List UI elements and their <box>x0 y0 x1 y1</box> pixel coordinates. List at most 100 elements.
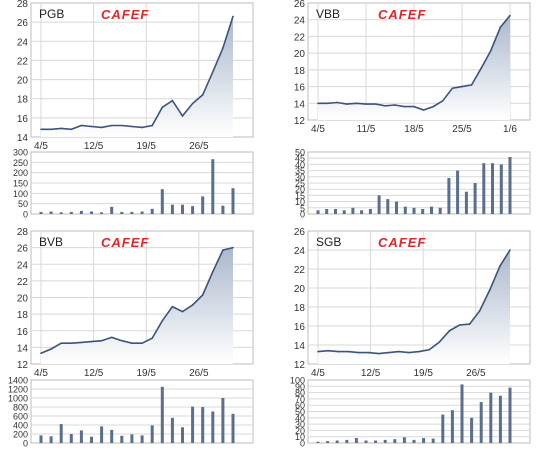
volume-y-tick-label: 600 <box>13 412 28 422</box>
volume-bar <box>441 414 445 443</box>
price-y-tick-label: 26 <box>294 0 306 10</box>
price-point <box>438 341 441 343</box>
cafef-logo: CAFEF <box>101 7 149 22</box>
volume-bar <box>59 212 63 214</box>
volume-y-tick-label: 30 <box>295 420 305 430</box>
volume-bar <box>479 402 483 443</box>
price-point <box>365 103 367 105</box>
price-point <box>468 323 471 325</box>
price-y-tick-label: 16 <box>17 114 29 125</box>
price-line <box>41 16 234 131</box>
volume-bar <box>110 206 114 214</box>
volume-y-tick-label: 250 <box>13 158 28 168</box>
volume-bar <box>431 438 435 443</box>
price-x-tick-label: 4/5 <box>311 368 325 379</box>
price-y-tick-label: 12 <box>294 116 306 127</box>
price-x-tick-label: 4/5 <box>34 141 48 152</box>
volume-bar <box>100 426 104 443</box>
volume-bar <box>150 208 154 214</box>
price-point <box>374 103 377 105</box>
price-y-tick-label: 26 <box>17 18 29 29</box>
volume-bar <box>412 439 416 443</box>
price-point <box>40 352 42 354</box>
price-y-tick-label: 16 <box>294 83 306 94</box>
volume-bar <box>160 386 164 444</box>
cafef-logo: CAFEF <box>378 7 426 22</box>
price-point <box>347 350 350 353</box>
volume-bar <box>482 163 486 214</box>
price-point <box>171 305 174 308</box>
price-point <box>499 265 501 267</box>
price-point <box>131 342 133 345</box>
price-point <box>384 104 387 107</box>
price-point <box>141 342 143 345</box>
price-point <box>121 339 123 342</box>
volume-bar <box>354 438 358 443</box>
price-point <box>418 350 420 353</box>
volume-bar <box>79 430 83 443</box>
price-point <box>50 128 52 131</box>
price-point <box>509 249 511 251</box>
volume-y-tick-label: 800 <box>13 403 28 413</box>
volume-bar <box>473 183 477 214</box>
volume-bar <box>345 439 349 443</box>
volume-bar <box>170 417 174 443</box>
price-x-tick-label: 12/5 <box>84 141 104 152</box>
price-point <box>40 128 42 131</box>
price-y-tick-label: 14 <box>294 99 306 110</box>
volume-bar <box>231 413 235 444</box>
ticker-title: VBB <box>316 7 340 21</box>
volume-bar <box>201 407 205 443</box>
price-x-tick-label: 26/5 <box>189 368 209 379</box>
volume-bar <box>69 434 73 443</box>
price-point <box>191 102 194 105</box>
volume-y-tick-label: 0 <box>23 210 28 220</box>
volume-y-tick-label: 80 <box>295 388 305 398</box>
price-y-tick-label: 22 <box>294 32 306 43</box>
volume-bar <box>69 211 73 214</box>
price-point <box>367 351 370 354</box>
volume-y-tick-label: 50 <box>18 199 28 209</box>
price-x-tick-label: 26/5 <box>466 368 486 379</box>
volume-bar <box>79 210 83 214</box>
volume-y-tick-label: 35 <box>295 166 305 176</box>
volume-y-tick-label: 25 <box>295 179 305 189</box>
price-point <box>201 94 204 96</box>
price-point <box>336 101 339 104</box>
volume-bar <box>49 436 53 444</box>
price-point <box>151 337 153 340</box>
price-y-tick-label: 18 <box>294 303 306 314</box>
price-point <box>80 124 83 127</box>
price-point <box>121 124 123 127</box>
price-point <box>458 324 461 326</box>
volume-bar <box>316 441 320 443</box>
price-point <box>181 115 184 117</box>
price-x-tick-label: 19/5 <box>136 141 156 152</box>
price-y-tick-label: 24 <box>17 260 29 271</box>
price-point <box>161 106 164 109</box>
price-x-tick-label: 11/5 <box>357 124 376 135</box>
price-point <box>408 351 410 354</box>
volume-y-tick-label: 100 <box>13 189 28 199</box>
volume-bar <box>438 207 442 214</box>
volume-y-tick-label: 20 <box>295 185 305 195</box>
volume-y-tick-label: 50 <box>295 148 305 158</box>
volume-y-tick-label: 70 <box>295 394 305 404</box>
price-point <box>100 339 103 342</box>
volume-bar <box>130 434 134 443</box>
volume-plot-frame <box>30 379 254 444</box>
volume-bar <box>100 212 104 214</box>
volume-bar <box>430 206 433 214</box>
price-point <box>191 304 194 306</box>
price-y-tick-label: 26 <box>17 244 29 255</box>
volume-y-tick-label: 60 <box>295 401 305 411</box>
volume-bar <box>456 170 460 214</box>
price-point <box>451 87 454 90</box>
price-point <box>181 310 184 313</box>
price-point <box>509 14 511 17</box>
stock-panel-sgb: 12 14 16 18 20 22 24 26 4/5 12/5 19/5 26/5 SGB CAFEF 0… <box>290 227 531 449</box>
price-point <box>422 109 425 111</box>
volume-y-tick-label: 20 <box>295 426 305 436</box>
volume-bar <box>325 209 329 214</box>
volume-bar <box>470 417 474 443</box>
